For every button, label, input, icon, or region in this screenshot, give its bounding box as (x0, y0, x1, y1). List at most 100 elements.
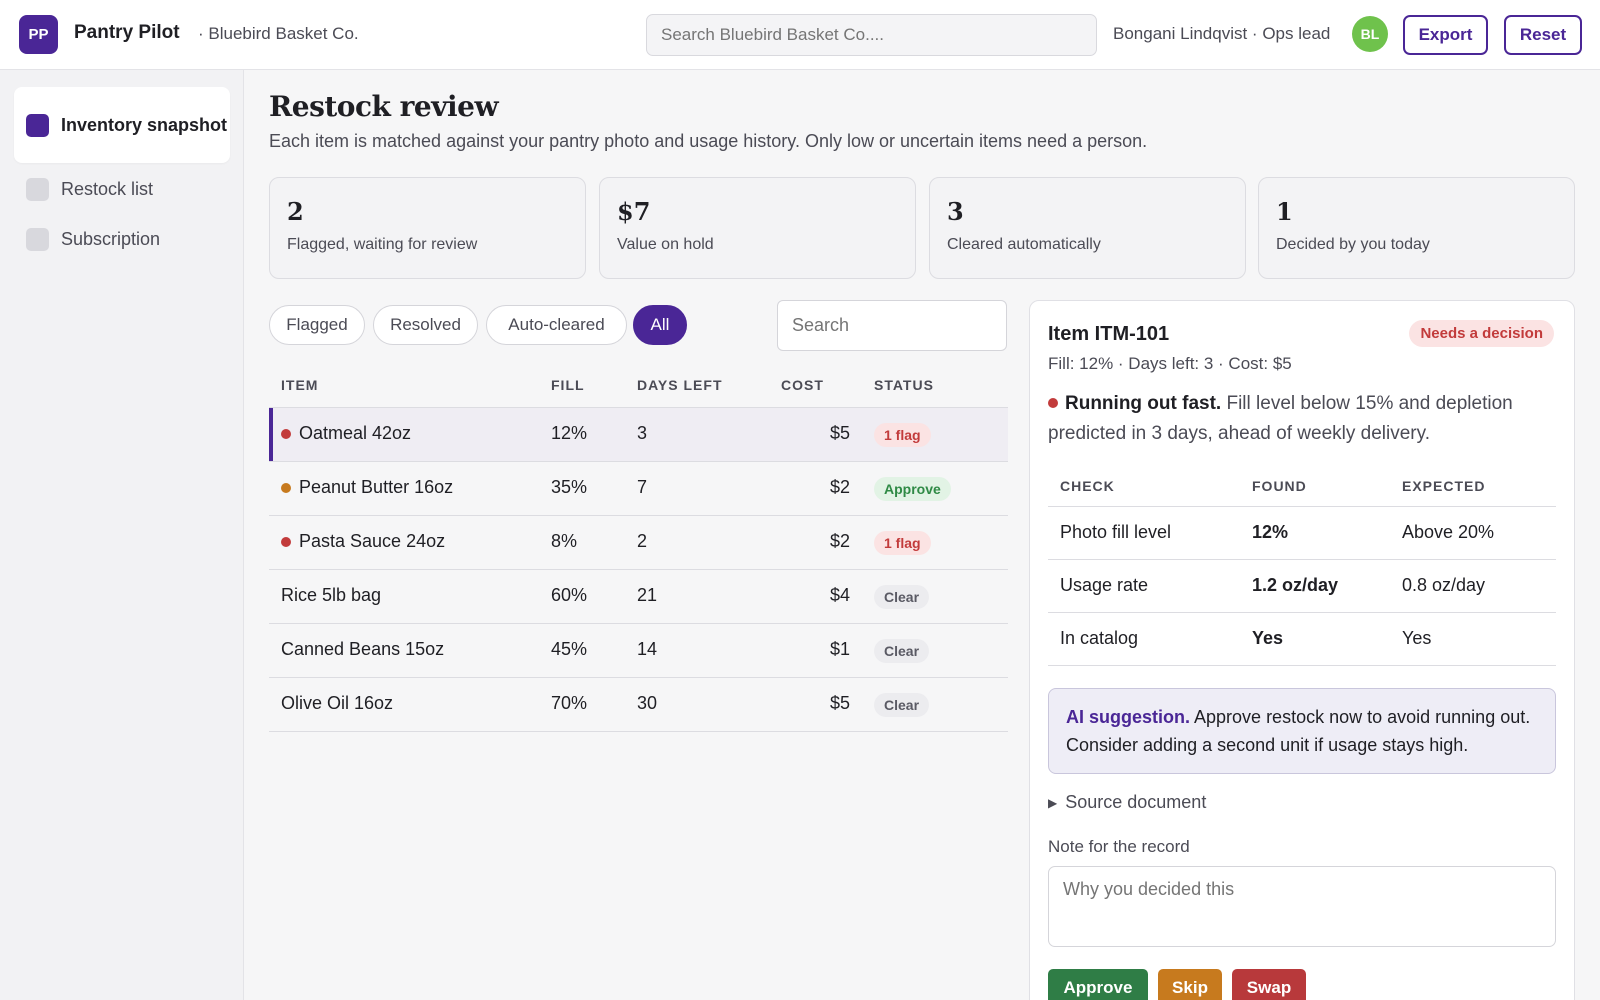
cell-item: Olive Oil 16oz (281, 693, 393, 714)
stat-card-decided: 1 Decided by you today (1258, 177, 1575, 279)
sidebar-item-subscription[interactable]: Subscription (14, 222, 230, 256)
cell-fill: 45% (551, 639, 588, 659)
table-row[interactable]: Oatmeal 42oz 12% 3 $5 1 flag (269, 408, 1008, 462)
column-header-check: CHECK (1060, 478, 1115, 494)
swap-button[interactable]: Swap (1232, 969, 1306, 1000)
stat-label: Decided by you today (1276, 236, 1430, 253)
check-name: Usage rate (1060, 575, 1149, 595)
table-search-input[interactable] (777, 300, 1007, 351)
status-badge: Clear (874, 585, 930, 609)
sidebar-item-restock-list[interactable]: Restock list (14, 172, 230, 206)
column-header-status: STATUS (874, 377, 934, 393)
ai-suggestion: AI suggestion. Approve restock now to av… (1048, 688, 1556, 774)
item-name: Canned Beans 15oz (281, 639, 445, 659)
cell-days-left: 21 (637, 585, 658, 605)
item-name: Olive Oil 16oz (281, 693, 394, 713)
export-button[interactable]: Export (1403, 15, 1488, 55)
stat-label: Cleared automatically (947, 236, 1101, 253)
check-expected: Yes (1402, 628, 1432, 648)
inventory-icon (26, 113, 49, 137)
approve-button[interactable]: Approve (1048, 969, 1148, 1000)
alert-heading: Running out fast. (1065, 393, 1222, 414)
filter-all[interactable]: All (633, 305, 687, 345)
table-row[interactable]: Olive Oil 16oz 70% 30 $5 Clear (269, 678, 1008, 732)
table-row[interactable]: Canned Beans 15oz 45% 14 $1 Clear (269, 624, 1008, 678)
table-row[interactable]: Pasta Sauce 24oz 8% 2 $2 1 flag (269, 516, 1008, 570)
cell-fill: 8% (551, 531, 578, 551)
stat-value: 2 (287, 197, 304, 226)
detail-title: Item ITM-101 (1048, 323, 1170, 345)
status-dot-icon (281, 428, 291, 439)
org-name: · Bluebird Basket Co. (198, 24, 359, 43)
filter-flagged[interactable]: Flagged (269, 305, 365, 345)
status-badge: Clear (874, 693, 930, 717)
ai-suggestion-text: Approve restock now to avoid running out… (1066, 707, 1531, 755)
source-document-toggle[interactable]: ▶ Source document (1048, 792, 1206, 813)
check-row: Photo fill level 12% Above 20% (1048, 507, 1556, 560)
top-bar: PP Pantry Pilot · Bluebird Basket Co. Bo… (0, 0, 1600, 70)
cell-fill: 35% (551, 477, 588, 497)
stat-value: 3 (947, 197, 964, 226)
cell-cost: $2 (829, 531, 850, 551)
sidebar-item-label: Subscription (61, 229, 161, 249)
status-badge: 1 flag (874, 423, 931, 447)
check-name: In catalog (1060, 628, 1139, 648)
cell-cost: $5 (829, 423, 850, 443)
cell-cost: $1 (829, 639, 850, 659)
table-row[interactable]: Rice 5lb bag 60% 21 $4 Clear (269, 570, 1008, 624)
reset-button[interactable]: Reset (1504, 15, 1582, 55)
column-header-cost: COST (781, 377, 824, 393)
user-name: Bongani Lindqvist · Ops lead (1113, 24, 1331, 43)
page-title: Restock review (269, 90, 499, 123)
alert-text: Fill level below 15% and depletion predi… (1048, 393, 1513, 444)
stat-label: Value on hold (617, 236, 714, 253)
check-expected: Above 20% (1402, 522, 1495, 542)
note-field[interactable] (1048, 866, 1556, 947)
global-search-input[interactable] (646, 14, 1097, 56)
check-row: Usage rate 1.2 oz/day 0.8 oz/day (1048, 560, 1556, 613)
stat-card-flagged: 2 Flagged, waiting for review (269, 177, 586, 279)
cell-cost: $4 (829, 585, 850, 605)
check-found: Yes (1252, 628, 1284, 648)
table-body: Oatmeal 42oz 12% 3 $5 1 flag Peanut Butter 16… (269, 408, 1008, 732)
stat-label: Flagged, waiting for review (287, 236, 478, 253)
filter-resolved[interactable]: Resolved (373, 305, 478, 345)
app-logo: PP (19, 15, 58, 54)
status-badge: 1 flag (874, 531, 931, 555)
cell-days-left: 7 (637, 477, 648, 497)
sidebar-item-label: Inventory snapshot (61, 115, 228, 135)
table-row[interactable]: Peanut Butter 16oz 35% 7 $2 Approve (269, 462, 1008, 516)
sidebar-item-inventory-snapshot[interactable]: Inventory snapshot (14, 87, 230, 163)
cell-item: Peanut Butter 16oz (281, 477, 453, 498)
page-subtitle: Each item is matched against your pantry… (269, 131, 1148, 151)
column-header-expected: EXPECTED (1402, 478, 1486, 494)
cell-days-left: 2 (637, 531, 648, 551)
checks-table: CHECK FOUND EXPECTED Photo fill level 12… (1048, 466, 1556, 666)
status-badge: Approve (874, 477, 951, 501)
item-name: Rice 5lb bag (281, 585, 382, 605)
table-header: ITEM FILL DAYS LEFT COST STATUS (269, 367, 1008, 408)
restock-table: ITEM FILL DAYS LEFT COST STATUS Oatmeal … (269, 367, 1008, 732)
cell-days-left: 3 (637, 423, 648, 443)
cell-item: Rice 5lb bag (281, 585, 381, 606)
detail-alert: Running out fast. Fill level below 15% a… (1048, 389, 1548, 449)
checks-header: CHECK FOUND EXPECTED (1048, 466, 1556, 507)
skip-button[interactable]: Skip (1158, 969, 1222, 1000)
avatar[interactable]: BL (1352, 16, 1388, 52)
restock-icon (26, 177, 49, 201)
filter-auto-cleared[interactable]: Auto-cleared (486, 305, 627, 345)
cell-fill: 70% (551, 693, 588, 713)
item-name: Pasta Sauce 24oz (299, 531, 446, 551)
check-found: 1.2 oz/day (1252, 575, 1339, 595)
sidebar: Inventory snapshot Restock list Subscrip… (0, 70, 244, 1000)
cell-fill: 12% (551, 423, 588, 443)
check-found: 12% (1252, 522, 1289, 542)
status-badge: Clear (874, 639, 930, 663)
ai-suggestion-label: AI suggestion. (1066, 707, 1191, 727)
cell-cost: $5 (829, 693, 850, 713)
sidebar-item-label: Restock list (61, 179, 154, 199)
check-name: Photo fill level (1060, 522, 1172, 542)
stat-card-value-on-hold: $7 Value on hold (599, 177, 916, 279)
detail-meta: Fill: 12% · Days left: 3 · Cost: $5 (1048, 354, 1292, 373)
stat-value: $7 (617, 197, 651, 226)
